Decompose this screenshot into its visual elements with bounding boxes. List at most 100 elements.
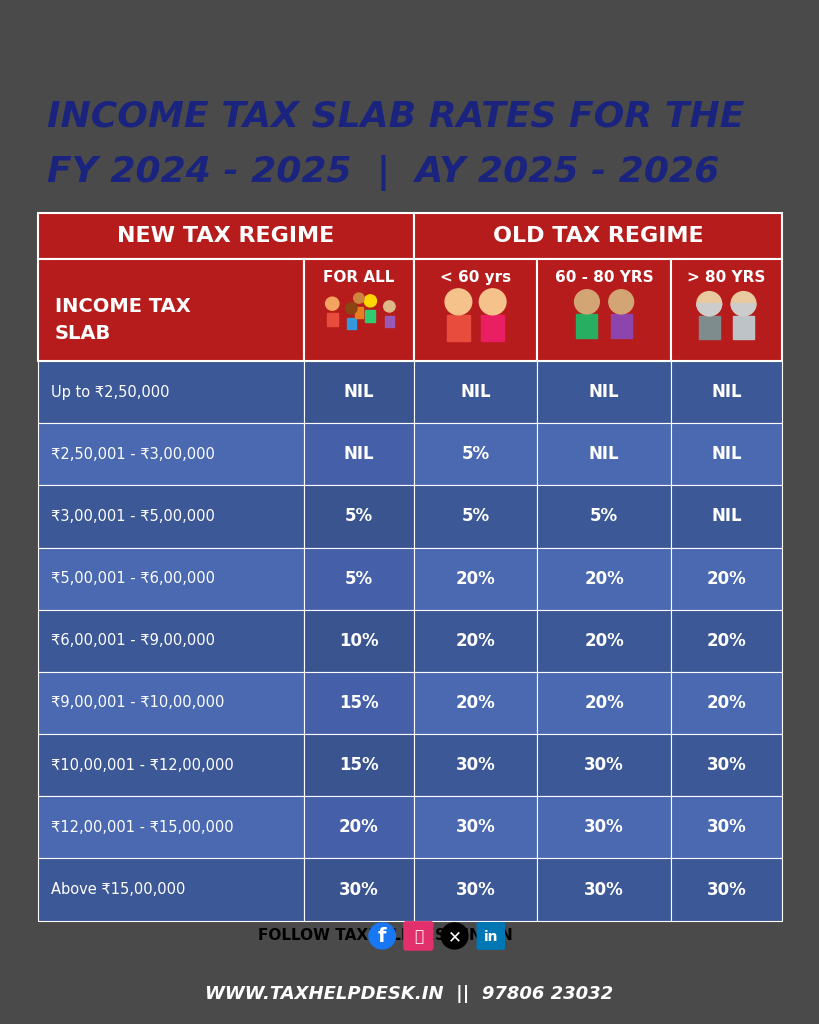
Text: ₹12,00,001 - ₹15,00,000: ₹12,00,001 - ₹15,00,000 <box>51 820 233 835</box>
Circle shape <box>346 303 357 314</box>
Text: 30%: 30% <box>455 756 495 774</box>
Bar <box>671 609 782 672</box>
Text: 10%: 10% <box>339 632 378 650</box>
Circle shape <box>731 292 756 315</box>
Text: 60 - 80 YRS: 60 - 80 YRS <box>554 269 654 285</box>
Bar <box>38 797 304 858</box>
Bar <box>304 423 414 485</box>
Bar <box>611 314 631 338</box>
Bar <box>304 734 414 797</box>
Bar <box>671 672 782 734</box>
Bar <box>414 797 537 858</box>
Bar <box>38 259 304 361</box>
Circle shape <box>441 923 468 949</box>
Bar <box>327 313 337 326</box>
Bar <box>304 858 414 921</box>
Bar <box>414 259 537 361</box>
Text: 30%: 30% <box>584 756 624 774</box>
Text: INCOME TAX SLAB RATES FOR THE: INCOME TAX SLAB RATES FOR THE <box>48 100 744 134</box>
Text: 5%: 5% <box>345 508 373 525</box>
Bar <box>671 423 782 485</box>
Text: 5%: 5% <box>461 508 490 525</box>
Text: 15%: 15% <box>339 694 378 712</box>
Text: 30%: 30% <box>455 818 495 837</box>
Bar <box>355 307 363 317</box>
Text: 20%: 20% <box>339 818 378 837</box>
Text: 30%: 30% <box>339 881 378 898</box>
Bar <box>346 317 356 329</box>
Text: 30%: 30% <box>707 881 746 898</box>
Text: Above ₹15,00,000: Above ₹15,00,000 <box>51 882 185 897</box>
Bar <box>414 548 537 609</box>
Text: 📷: 📷 <box>414 930 423 944</box>
Text: Up to ₹2,50,000: Up to ₹2,50,000 <box>51 385 170 399</box>
Bar <box>304 548 414 609</box>
Bar <box>38 361 304 423</box>
Bar <box>38 734 304 797</box>
Circle shape <box>479 289 506 314</box>
Bar <box>671 548 782 609</box>
Bar <box>537 259 671 361</box>
Bar <box>414 858 537 921</box>
Text: in: in <box>483 930 498 944</box>
Wedge shape <box>697 304 722 315</box>
Bar <box>671 361 782 423</box>
Text: NIL: NIL <box>711 445 742 463</box>
Bar <box>537 797 671 858</box>
FancyBboxPatch shape <box>403 921 433 950</box>
Wedge shape <box>731 304 756 315</box>
Text: 5%: 5% <box>461 445 490 463</box>
Bar <box>537 423 671 485</box>
Circle shape <box>354 293 364 303</box>
Bar <box>414 672 537 734</box>
Bar <box>537 361 671 423</box>
Text: < 60 yrs: < 60 yrs <box>440 269 511 285</box>
Bar <box>414 609 537 672</box>
Circle shape <box>383 301 395 312</box>
Text: NIL: NIL <box>589 445 619 463</box>
Bar <box>577 314 597 338</box>
Text: 5%: 5% <box>345 569 373 588</box>
Bar <box>365 310 375 323</box>
FancyBboxPatch shape <box>477 922 505 950</box>
Text: 20%: 20% <box>455 569 495 588</box>
Bar <box>671 259 782 361</box>
Bar <box>537 609 671 672</box>
Bar <box>733 315 754 339</box>
Bar <box>482 314 504 341</box>
Text: NIL: NIL <box>711 383 742 401</box>
Bar <box>304 609 414 672</box>
Bar <box>304 797 414 858</box>
Circle shape <box>369 923 396 949</box>
Bar <box>414 734 537 797</box>
Circle shape <box>326 297 339 310</box>
Bar <box>537 858 671 921</box>
Text: 20%: 20% <box>707 632 746 650</box>
Circle shape <box>609 290 634 314</box>
Bar <box>537 734 671 797</box>
Bar <box>447 314 470 341</box>
Text: NIL: NIL <box>344 383 374 401</box>
Bar <box>38 423 304 485</box>
Text: NIL: NIL <box>711 508 742 525</box>
Text: 20%: 20% <box>707 569 746 588</box>
Bar <box>304 672 414 734</box>
Text: NEW TAX REGIME: NEW TAX REGIME <box>117 225 334 246</box>
Text: 15%: 15% <box>339 756 378 774</box>
Text: HELP
DESK: HELP DESK <box>425 566 642 715</box>
Bar <box>304 485 414 548</box>
Text: FOR ALL: FOR ALL <box>324 269 395 285</box>
Bar <box>537 548 671 609</box>
Bar <box>38 609 304 672</box>
Text: 20%: 20% <box>707 694 746 712</box>
Text: WWW.TAXHELPDESK.IN  ||  97806 23032: WWW.TAXHELPDESK.IN || 97806 23032 <box>206 985 613 1004</box>
Text: NIL: NIL <box>460 383 491 401</box>
Bar <box>304 361 414 423</box>
Bar <box>699 315 720 339</box>
Text: INCOME TAX
SLAB: INCOME TAX SLAB <box>55 297 191 343</box>
Text: 30%: 30% <box>584 818 624 837</box>
Bar <box>414 213 782 259</box>
Bar <box>38 548 304 609</box>
Text: NIL: NIL <box>344 445 374 463</box>
Text: 30%: 30% <box>584 881 624 898</box>
